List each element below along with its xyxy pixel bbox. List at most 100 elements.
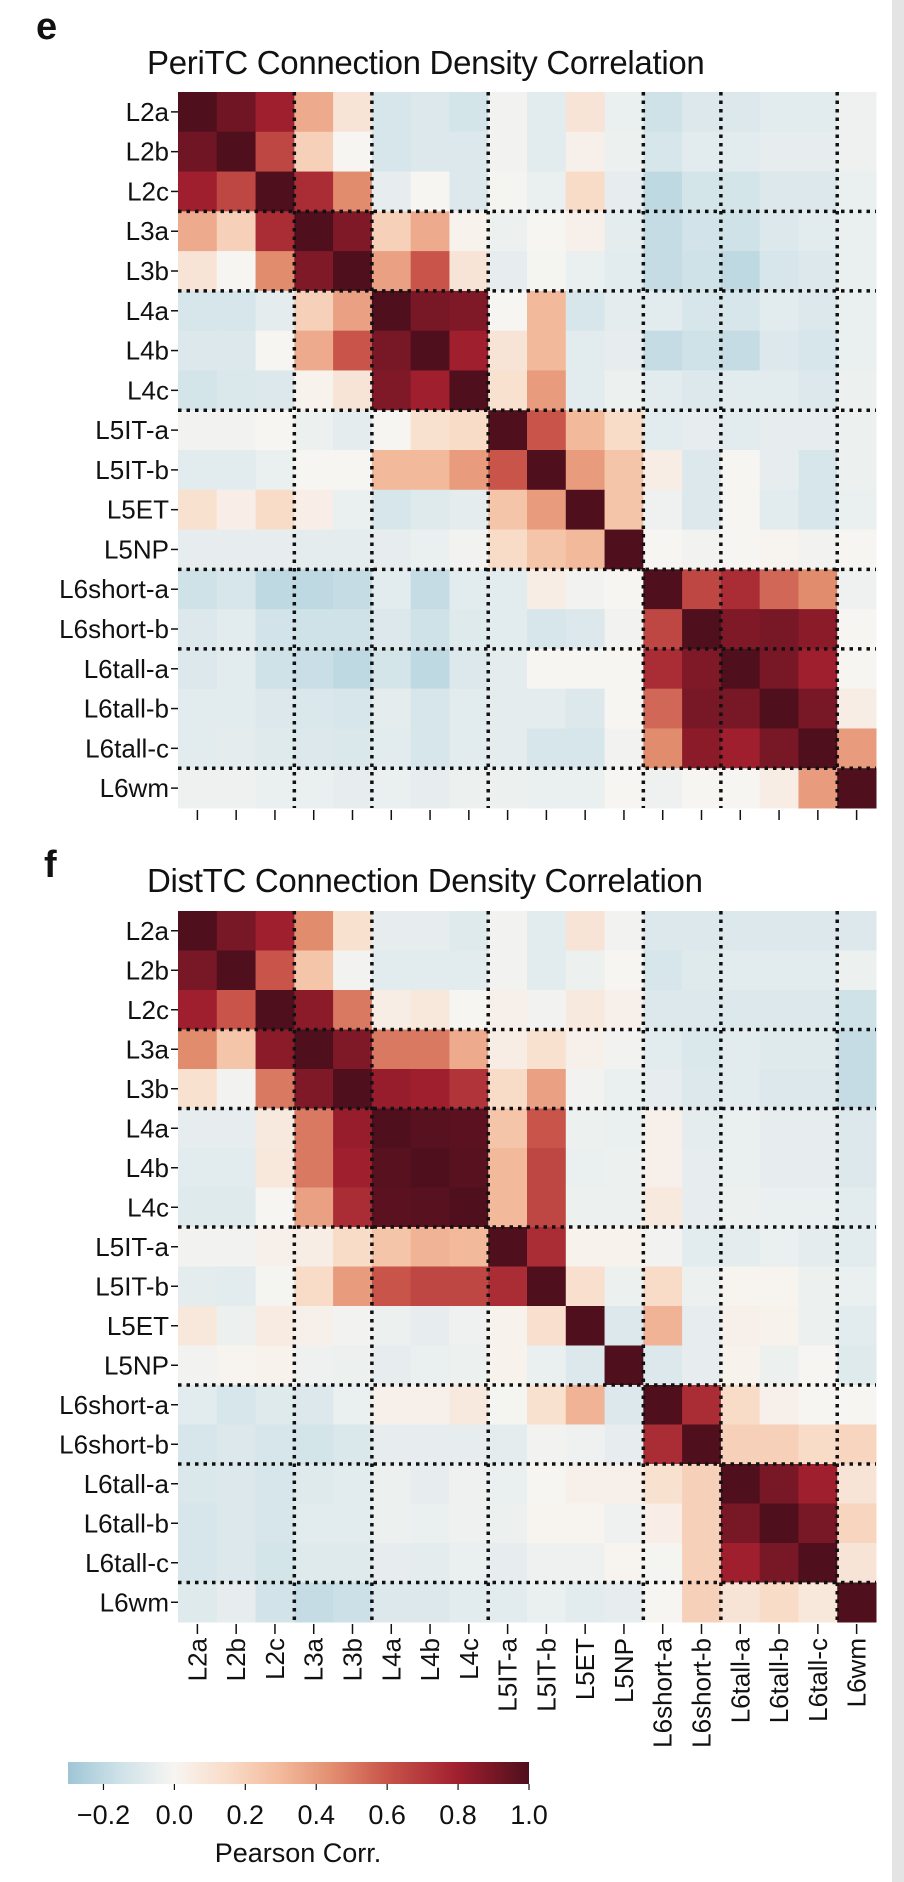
heatmap-cell	[682, 728, 722, 769]
heatmap-cell	[488, 92, 528, 133]
heatmap-cell	[604, 609, 644, 650]
heatmap-cell	[410, 330, 450, 371]
heatmap-cell	[488, 290, 528, 332]
heatmap-cell	[216, 609, 257, 650]
heatmap-cell	[178, 330, 218, 371]
heatmap-cell	[682, 1266, 722, 1307]
heatmap-cell	[333, 1464, 373, 1504]
heatmap-cell	[565, 489, 606, 531]
heatmap-cell	[720, 911, 761, 951]
heatmap-e: L2a L2b L2c L3a L3b L4a L4b L4c L5IT-a L5IT-b L5ET…	[59, 92, 877, 820]
heatmap-cell	[565, 529, 606, 570]
heatmap-cell	[178, 911, 218, 951]
heatmap-cell	[371, 1503, 412, 1544]
heatmap-cell	[759, 290, 799, 332]
heatmap-cell	[255, 1187, 295, 1228]
heatmap-cell	[178, 688, 218, 729]
row-label: L3a	[126, 1034, 170, 1064]
heatmap-cell	[527, 1266, 567, 1307]
heatmap-cell	[294, 330, 334, 371]
heatmap-cell	[720, 1543, 761, 1583]
heatmap-cell	[759, 1306, 799, 1346]
heatmap-cell	[449, 330, 489, 371]
heatmap-cell	[759, 950, 799, 991]
heatmap-cell	[178, 1266, 218, 1307]
heatmap-cell	[565, 1148, 606, 1188]
heatmap-cell	[565, 990, 606, 1030]
heatmap-cell	[410, 1069, 450, 1109]
heatmap-cell	[449, 529, 489, 570]
heatmap-cell	[410, 1464, 450, 1504]
heatmap-cell	[604, 1464, 644, 1504]
heatmap-cell	[565, 92, 606, 133]
heatmap-cell	[643, 92, 683, 133]
heatmap-cell	[837, 990, 877, 1030]
heatmap-cell	[565, 1464, 606, 1504]
heatmap-cell	[371, 1345, 412, 1386]
heatmap-cell	[759, 1424, 799, 1465]
heatmap-cell	[604, 728, 644, 769]
heatmap-cell	[216, 911, 257, 951]
heatmap-cell	[410, 768, 450, 809]
scrollbar[interactable]	[892, 0, 904, 1882]
colorbar	[68, 1762, 530, 1790]
heatmap-cell	[527, 990, 567, 1030]
heatmap-cell	[527, 1187, 567, 1228]
col-label: L4a	[376, 1637, 406, 1681]
heatmap-cell	[255, 950, 295, 991]
heatmap-cell	[449, 410, 489, 451]
heatmap-cell	[371, 171, 412, 212]
row-label: L2c	[127, 176, 169, 206]
col-label: L2a	[182, 1637, 212, 1681]
heatmap-cell	[759, 1543, 799, 1583]
heatmap-cell	[255, 609, 295, 650]
heatmap-cell	[410, 1424, 450, 1465]
heatmap-cell	[798, 330, 838, 371]
heatmap-cell	[255, 330, 295, 371]
heatmap-cell	[837, 1464, 877, 1504]
row-label: L6short-b	[59, 1429, 169, 1459]
col-label: L2b	[221, 1638, 251, 1681]
heatmap-cell	[410, 529, 450, 570]
heatmap-cell	[759, 1503, 799, 1544]
heatmap-cell	[759, 1464, 799, 1504]
heatmap-cell	[255, 1227, 295, 1267]
heatmap-cell	[759, 569, 799, 610]
heatmap-cell	[449, 1306, 489, 1346]
heatmap-cell	[682, 1385, 722, 1425]
heatmap-cell	[449, 1424, 489, 1465]
heatmap-cell	[720, 370, 761, 411]
heatmap-cell	[798, 1503, 838, 1544]
heatmap-cell	[759, 1345, 799, 1386]
heatmap-cell	[837, 290, 877, 332]
heatmap-cell	[527, 410, 567, 451]
heatmap-cell	[565, 1543, 606, 1583]
heatmap-cell	[643, 1187, 683, 1228]
heatmap-cell	[527, 1385, 567, 1425]
heatmap-cell	[294, 211, 334, 252]
colorbar-label: Pearson Corr.	[214, 1838, 382, 1868]
heatmap-cell	[759, 92, 799, 133]
row-label: L5IT-b	[95, 455, 169, 485]
heatmap-cell	[720, 1069, 761, 1109]
row-label: L2a	[126, 97, 170, 127]
heatmap-cell	[565, 1029, 606, 1070]
heatmap-cell	[255, 1306, 295, 1346]
heatmap-cell	[527, 768, 567, 809]
heatmap-cell	[759, 609, 799, 650]
row-label: L4a	[126, 1113, 170, 1143]
heatmap-cell	[255, 1108, 295, 1149]
heatmap-cell	[565, 171, 606, 212]
heatmap-cell	[333, 990, 373, 1030]
heatmap-cell	[410, 911, 450, 951]
heatmap-cell	[720, 609, 761, 650]
heatmap-cell	[449, 1148, 489, 1188]
heatmap-cell	[643, 251, 683, 292]
heatmap-cell	[837, 1227, 877, 1267]
heatmap-cell	[449, 768, 489, 809]
heatmap-cell	[643, 990, 683, 1030]
heatmap-cell	[371, 569, 412, 610]
heatmap-cell	[410, 1582, 450, 1623]
heatmap-cell	[410, 489, 450, 531]
heatmap-cell	[759, 1069, 799, 1109]
